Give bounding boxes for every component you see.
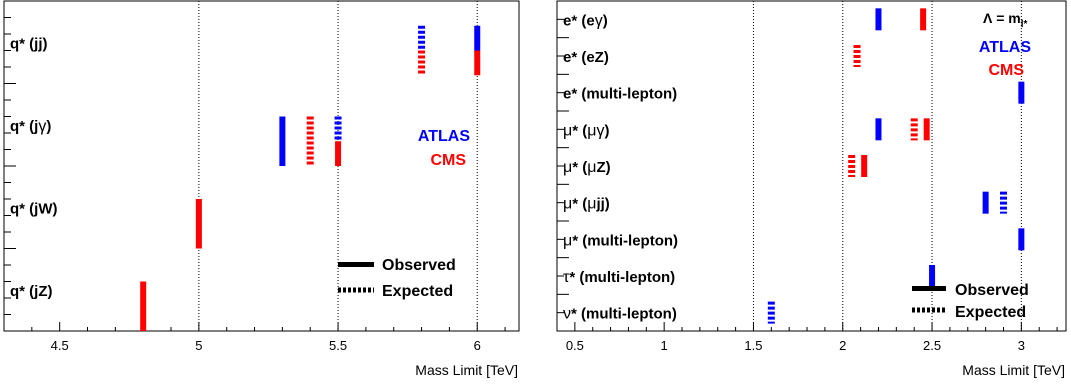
legend-expected-label: Expected <box>955 304 1026 321</box>
legend: Observed Expected <box>338 257 456 300</box>
x-tick-label: 0.5 <box>566 338 584 353</box>
atlas-observed-limit <box>279 116 286 166</box>
x-tick-label: 6 <box>474 338 481 353</box>
cms-observed-limit <box>140 281 147 331</box>
category-label: τ* (multi-lepton) <box>563 269 675 286</box>
atlas-observed-limit <box>474 25 481 51</box>
lambda-annotation: Λ = ml* <box>983 10 1028 30</box>
cms-observed-limit <box>923 118 930 141</box>
atlas-observed-limit <box>929 265 936 287</box>
x-tick-label: 1.5 <box>744 338 762 353</box>
atlas-observed-limit <box>982 191 989 214</box>
cms-observed-limit <box>474 50 481 76</box>
atlas-observed-limit <box>875 8 882 31</box>
legend-observed-swatch <box>912 286 946 291</box>
x-tick-label: 4.5 <box>51 338 69 353</box>
category-label: μ* (μZ) <box>563 159 611 176</box>
cms-label: CMS <box>430 152 466 169</box>
atlas-label: ATLAS <box>979 39 1031 56</box>
x-tick-label: 2 <box>839 338 846 353</box>
category-label: q* (jZ) <box>10 283 53 300</box>
legend-observed-label: Observed <box>382 257 456 274</box>
category-label: ν* (multi-lepton) <box>563 306 677 323</box>
atlas-observed-limit <box>1018 81 1025 104</box>
cms-observed-limit <box>861 155 868 177</box>
cms-observed-limit <box>195 199 202 249</box>
x-tick-label: 3 <box>1018 338 1025 353</box>
legend-observed-swatch <box>338 262 374 267</box>
category-label: q* (jγ) <box>10 118 51 135</box>
category-label: μ* (μγ) <box>563 122 609 139</box>
x-axis-title: Mass Limit [TeV] <box>962 362 1065 378</box>
cms-label: CMS <box>988 62 1024 79</box>
category-label: q* (jj) <box>10 35 48 52</box>
x-axis-title: Mass Limit [TeV] <box>415 362 518 378</box>
panel-lepton-limits: 0.5 1 1.5 2 2.5 3 e* (eγ) e* (eZ) e* (multi-lep… <box>556 0 1067 378</box>
legend-observed-label: Observed <box>955 282 1029 299</box>
cms-observed-limit <box>920 8 927 31</box>
category-label: e* (multi-lepton) <box>563 86 677 103</box>
atlas-label: ATLAS <box>418 128 470 145</box>
x-tick-label: 1 <box>661 338 668 353</box>
legend-expected-label: Expected <box>382 283 453 300</box>
x-tick-label: 2.5 <box>923 338 941 353</box>
x-tick-label: 5 <box>195 338 202 353</box>
x-tick-label: 5.5 <box>329 338 347 353</box>
category-label: e* (eZ) <box>563 49 609 66</box>
category-label: q* (jW) <box>10 200 57 217</box>
category-label: μ* (μjj) <box>563 196 610 213</box>
atlas-observed-limit <box>875 118 882 141</box>
atlas-observed-limit <box>1018 228 1025 251</box>
panel-quark-limits: 4.5 5 5.5 6 q* (jj) q* (jγ) q* (jW) q* (jZ) Ma… <box>3 0 520 378</box>
cms-observed-limit <box>335 141 342 166</box>
category-label: e* (eγ) <box>563 12 608 29</box>
category-label: μ* (multi-lepton) <box>563 232 678 249</box>
legend: Observed Expected <box>912 282 1029 321</box>
